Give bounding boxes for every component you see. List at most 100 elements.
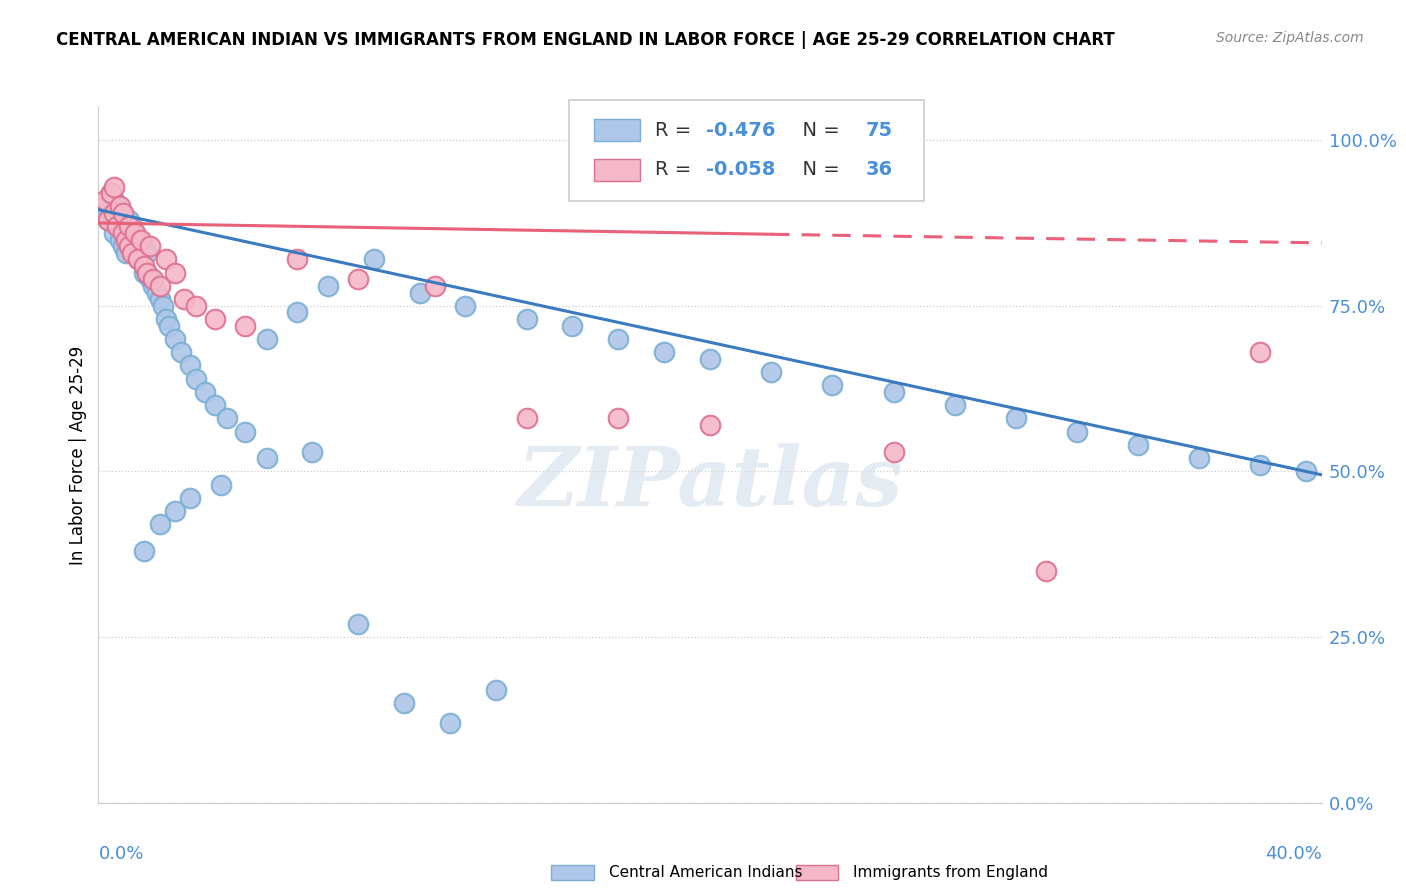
- Point: [121, 219, 143, 234]
- Point: [204, 312, 226, 326]
- Text: Central American Indians: Central American Indians: [609, 865, 801, 880]
- Point: [883, 384, 905, 399]
- Point: [155, 312, 177, 326]
- Point: [118, 239, 141, 253]
- Point: [136, 245, 159, 260]
- Point: [100, 186, 122, 201]
- Text: R =: R =: [655, 120, 697, 139]
- Point: [157, 318, 180, 333]
- Point: [163, 504, 186, 518]
- Point: [103, 193, 125, 207]
- Point: [439, 716, 461, 731]
- Point: [124, 226, 146, 240]
- Point: [347, 272, 370, 286]
- Point: [111, 226, 134, 240]
- Point: [127, 252, 149, 267]
- FancyBboxPatch shape: [593, 159, 640, 181]
- Point: [134, 259, 156, 273]
- Text: N =: N =: [790, 120, 845, 139]
- Point: [233, 425, 256, 439]
- Point: [134, 266, 156, 280]
- FancyBboxPatch shape: [796, 864, 838, 880]
- Text: 40.0%: 40.0%: [1265, 845, 1322, 863]
- Point: [561, 318, 583, 333]
- Text: N =: N =: [790, 161, 845, 179]
- Point: [111, 219, 134, 234]
- Point: [118, 233, 141, 247]
- Point: [363, 252, 385, 267]
- Text: ZIPatlas: ZIPatlas: [517, 442, 903, 523]
- Point: [485, 683, 508, 698]
- Point: [93, 193, 115, 207]
- Point: [821, 378, 844, 392]
- Point: [454, 299, 477, 313]
- Point: [652, 345, 675, 359]
- Point: [256, 332, 278, 346]
- Y-axis label: In Labor Force | Age 25-29: In Labor Force | Age 25-29: [69, 345, 87, 565]
- Point: [111, 239, 134, 253]
- Point: [1128, 438, 1150, 452]
- Point: [103, 179, 125, 194]
- FancyBboxPatch shape: [551, 864, 593, 880]
- Text: CENTRAL AMERICAN INDIAN VS IMMIGRANTS FROM ENGLAND IN LABOR FORCE | AGE 25-29 CO: CENTRAL AMERICAN INDIAN VS IMMIGRANTS FR…: [56, 31, 1115, 49]
- Point: [173, 292, 195, 306]
- Text: -0.058: -0.058: [706, 161, 776, 179]
- Text: 0.0%: 0.0%: [98, 845, 143, 863]
- Point: [105, 199, 128, 213]
- Point: [97, 212, 120, 227]
- Point: [121, 245, 143, 260]
- Point: [194, 384, 217, 399]
- Point: [103, 206, 125, 220]
- Point: [155, 252, 177, 267]
- Point: [1004, 411, 1026, 425]
- Point: [883, 444, 905, 458]
- Point: [699, 351, 721, 366]
- Point: [256, 451, 278, 466]
- Point: [423, 279, 446, 293]
- Point: [204, 398, 226, 412]
- Point: [105, 219, 128, 234]
- Point: [408, 285, 430, 300]
- Point: [179, 359, 201, 373]
- Point: [139, 239, 162, 253]
- FancyBboxPatch shape: [593, 119, 640, 141]
- Point: [233, 318, 256, 333]
- Point: [97, 212, 120, 227]
- Text: Immigrants from England: Immigrants from England: [853, 865, 1047, 880]
- Point: [1249, 458, 1271, 472]
- Point: [100, 206, 122, 220]
- FancyBboxPatch shape: [569, 100, 924, 201]
- Point: [127, 252, 149, 267]
- Point: [108, 233, 131, 247]
- Point: [139, 272, 162, 286]
- Point: [142, 279, 165, 293]
- Point: [186, 372, 208, 386]
- Point: [100, 186, 122, 201]
- Point: [699, 418, 721, 433]
- Point: [516, 411, 538, 425]
- Text: 75: 75: [865, 120, 893, 139]
- Point: [115, 233, 138, 247]
- Point: [1188, 451, 1211, 466]
- Point: [127, 233, 149, 247]
- Point: [115, 226, 138, 240]
- Point: [759, 365, 782, 379]
- Point: [118, 212, 141, 227]
- Point: [115, 245, 138, 260]
- Point: [163, 332, 186, 346]
- Point: [316, 279, 339, 293]
- Point: [149, 292, 172, 306]
- Point: [392, 697, 416, 711]
- Point: [285, 252, 308, 267]
- Point: [1035, 564, 1057, 578]
- Point: [129, 252, 152, 267]
- Point: [136, 266, 159, 280]
- Point: [152, 299, 174, 313]
- Point: [209, 477, 232, 491]
- Point: [142, 272, 165, 286]
- Point: [103, 226, 125, 240]
- Point: [108, 212, 131, 227]
- Point: [1249, 345, 1271, 359]
- Point: [301, 444, 323, 458]
- Point: [607, 411, 630, 425]
